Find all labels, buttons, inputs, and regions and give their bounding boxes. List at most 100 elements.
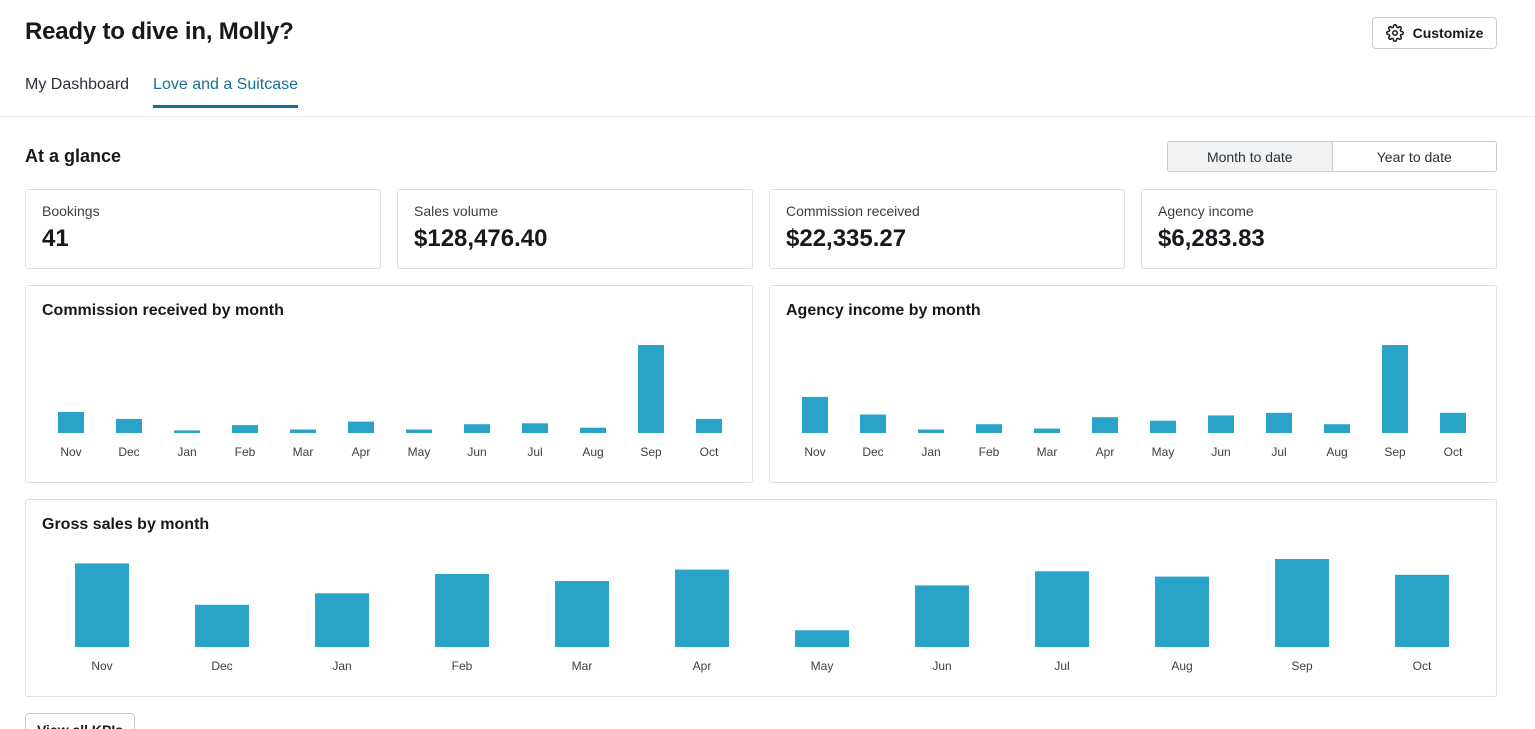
bar-jun[interactable] xyxy=(915,585,969,647)
kpi-value: $6,283.83 xyxy=(1158,225,1265,252)
bar-nov[interactable] xyxy=(75,563,129,647)
commission-chart-panel: Nov Dec Jan Feb Mar Apr May Jun Jul Aug Sep Oct Com… xyxy=(25,285,753,483)
kpi-card-sales-volume: Sales volume $128,476.40 xyxy=(397,189,753,269)
kpi-value: $128,476.40 xyxy=(414,225,548,252)
bar-may[interactable] xyxy=(1150,420,1176,433)
x-tick-label: Feb xyxy=(235,445,256,459)
page-title: Ready to dive in, Molly? xyxy=(25,18,294,45)
bar-jul[interactable] xyxy=(522,423,548,433)
bar-apr[interactable] xyxy=(348,421,374,433)
bar-jun[interactable] xyxy=(1208,415,1234,433)
bar-apr[interactable] xyxy=(675,569,729,647)
bar-sep[interactable] xyxy=(1382,345,1408,433)
x-tick-label: Jun xyxy=(932,659,951,673)
x-tick-label: Nov xyxy=(60,445,81,459)
bar-jun[interactable] xyxy=(464,424,490,433)
x-tick-label: Jul xyxy=(1271,445,1286,459)
bar-aug[interactable] xyxy=(1324,424,1350,433)
customize-button[interactable]: Customize xyxy=(1372,17,1497,49)
bar-dec[interactable] xyxy=(195,604,249,647)
year-to-date-option[interactable]: Year to date xyxy=(1331,142,1496,171)
kpi-label: Agency income xyxy=(1158,203,1254,219)
kpi-label: Sales volume xyxy=(414,203,499,219)
x-tick-label: Sep xyxy=(1384,445,1406,459)
bar-jan[interactable] xyxy=(315,593,369,647)
bar-aug[interactable] xyxy=(1155,576,1209,647)
commission-chart: Nov Dec Jan Feb Mar Apr May Jun Jul Aug Sep Oct xyxy=(58,345,722,459)
chart-title: Agency income by month xyxy=(786,302,981,319)
x-tick-label: Dec xyxy=(862,445,883,459)
bar-oct[interactable] xyxy=(1440,412,1466,433)
bar-oct[interactable] xyxy=(696,418,722,433)
bar-nov[interactable] xyxy=(802,396,828,433)
x-tick-label: Jan xyxy=(921,445,940,459)
kpi-value: 41 xyxy=(42,225,69,252)
x-tick-label: Oct xyxy=(1413,659,1432,673)
bar-feb[interactable] xyxy=(976,424,1002,433)
x-tick-label: Nov xyxy=(804,445,825,459)
section-title: At a glance xyxy=(25,146,122,166)
date-range-toggle: Month to date Year to date xyxy=(1167,141,1497,172)
x-tick-label: Oct xyxy=(1444,445,1463,459)
x-tick-label: Jan xyxy=(332,659,351,673)
month-to-date-option[interactable]: Month to date xyxy=(1168,142,1332,171)
kpi-label: Commission received xyxy=(786,203,920,219)
x-tick-label: Aug xyxy=(1171,659,1192,673)
x-tick-label: May xyxy=(408,445,431,459)
x-tick-label: Nov xyxy=(91,659,112,673)
bar-sep[interactable] xyxy=(1275,559,1329,647)
tab-my-dashboard[interactable]: My Dashboard xyxy=(25,76,130,93)
kpi-card-bookings: Bookings 41 xyxy=(25,189,381,269)
x-tick-label: Jan xyxy=(177,445,196,459)
x-tick-label: Apr xyxy=(693,659,712,673)
bar-may[interactable] xyxy=(406,429,432,434)
bar-jul[interactable] xyxy=(1266,412,1292,433)
view-all-kpis-button[interactable]: View all KPIs xyxy=(25,713,135,729)
agency-chart-panel: Nov Dec Jan Feb Mar Apr May Jun Jul Aug Sep Oct Age… xyxy=(769,285,1497,483)
agency-chart: Nov Dec Jan Feb Mar Apr May Jun Jul Aug Sep Oct xyxy=(802,345,1466,459)
x-tick-label: Feb xyxy=(979,445,1000,459)
chart-title: Gross sales by month xyxy=(42,516,210,533)
bar-sep[interactable] xyxy=(638,345,664,433)
x-tick-label: May xyxy=(1152,445,1175,459)
bar-jul[interactable] xyxy=(1035,571,1089,647)
x-tick-label: Mar xyxy=(1037,445,1058,459)
dashboard-tabs: My Dashboard Love and a Suitcase xyxy=(25,76,299,108)
x-tick-label: Sep xyxy=(640,445,662,459)
bar-apr[interactable] xyxy=(1092,417,1118,433)
x-tick-label: Aug xyxy=(1326,445,1347,459)
x-tick-label: Aug xyxy=(582,445,603,459)
bar-jan[interactable] xyxy=(174,430,200,433)
x-tick-label: Feb xyxy=(452,659,473,673)
bar-dec[interactable] xyxy=(116,418,142,433)
bar-nov[interactable] xyxy=(58,411,84,433)
bar-mar[interactable] xyxy=(290,429,316,434)
x-tick-label: Mar xyxy=(572,659,593,673)
x-tick-label: Oct xyxy=(700,445,719,459)
bar-aug[interactable] xyxy=(580,427,606,433)
x-tick-label: Jun xyxy=(467,445,486,459)
kpi-card-commission-received: Commission received $22,335.27 xyxy=(769,189,1125,269)
bar-may[interactable] xyxy=(795,630,849,647)
bar-oct[interactable] xyxy=(1395,574,1449,647)
x-tick-label: Jul xyxy=(527,445,542,459)
x-tick-label: Apr xyxy=(352,445,371,459)
tabs-divider xyxy=(0,116,1535,117)
bar-dec[interactable] xyxy=(860,414,886,434)
x-tick-label: Apr xyxy=(1096,445,1115,459)
gear-icon xyxy=(1385,24,1404,42)
kpi-label: Bookings xyxy=(42,203,100,219)
bar-feb[interactable] xyxy=(435,574,489,647)
x-tick-label: May xyxy=(811,659,834,673)
chart-title: Commission received by month xyxy=(42,302,284,319)
bar-feb[interactable] xyxy=(232,425,258,433)
gross-sales-chart: Nov Dec Jan Feb Mar Apr May Jun Jul Aug Sep Oct xyxy=(75,559,1449,673)
customize-label: Customize xyxy=(1412,25,1484,41)
bar-mar[interactable] xyxy=(555,581,609,647)
x-tick-label: Mar xyxy=(293,445,314,459)
tab-love-and-a-suitcase[interactable]: Love and a Suitcase xyxy=(153,76,299,108)
bar-mar[interactable] xyxy=(1034,428,1060,433)
kpi-card-agency-income: Agency income $6,283.83 xyxy=(1141,189,1497,269)
x-tick-label: Jul xyxy=(1054,659,1069,673)
bar-jan[interactable] xyxy=(918,429,944,434)
